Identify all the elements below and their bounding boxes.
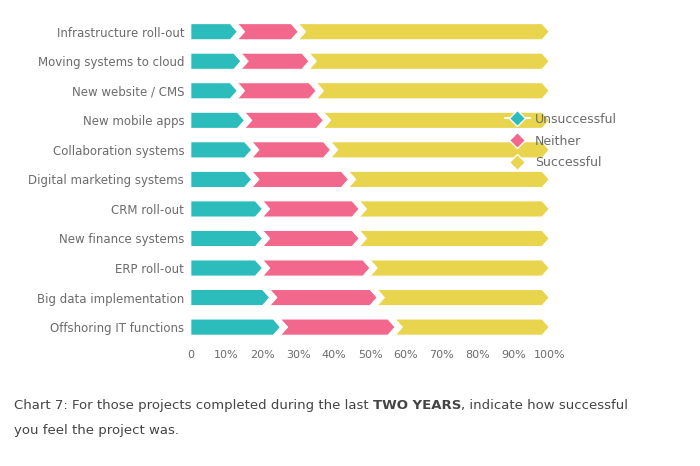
Polygon shape <box>281 319 395 335</box>
Polygon shape <box>237 82 316 99</box>
Text: , indicate how successful: , indicate how successful <box>461 399 629 412</box>
Polygon shape <box>377 289 550 306</box>
Polygon shape <box>349 171 550 187</box>
Polygon shape <box>191 53 241 69</box>
Text: you feel the project was.: you feel the project was. <box>14 424 179 437</box>
Polygon shape <box>298 24 550 40</box>
Polygon shape <box>191 82 237 99</box>
Polygon shape <box>316 82 550 99</box>
Polygon shape <box>191 201 262 217</box>
Polygon shape <box>191 24 237 40</box>
Polygon shape <box>370 260 550 276</box>
Text: Chart 7: For those projects completed during the last: Chart 7: For those projects completed du… <box>14 399 373 412</box>
Polygon shape <box>191 171 252 187</box>
Polygon shape <box>395 319 550 335</box>
Legend: Unsuccessful, Neither, Successful: Unsuccessful, Neither, Successful <box>505 113 617 169</box>
Text: TWO YEARS: TWO YEARS <box>373 399 461 412</box>
Polygon shape <box>241 53 309 69</box>
Polygon shape <box>252 142 330 158</box>
Polygon shape <box>262 201 359 217</box>
Polygon shape <box>330 142 550 158</box>
Polygon shape <box>191 230 262 247</box>
Polygon shape <box>191 319 281 335</box>
Polygon shape <box>262 230 359 247</box>
Polygon shape <box>252 171 349 187</box>
Polygon shape <box>237 24 298 40</box>
Polygon shape <box>270 289 377 306</box>
Polygon shape <box>323 112 550 129</box>
Polygon shape <box>191 112 244 129</box>
Polygon shape <box>262 260 370 276</box>
Polygon shape <box>191 142 252 158</box>
Polygon shape <box>191 260 262 276</box>
Polygon shape <box>359 230 550 247</box>
Polygon shape <box>359 201 550 217</box>
Polygon shape <box>191 289 270 306</box>
Polygon shape <box>309 53 550 69</box>
Polygon shape <box>244 112 323 129</box>
